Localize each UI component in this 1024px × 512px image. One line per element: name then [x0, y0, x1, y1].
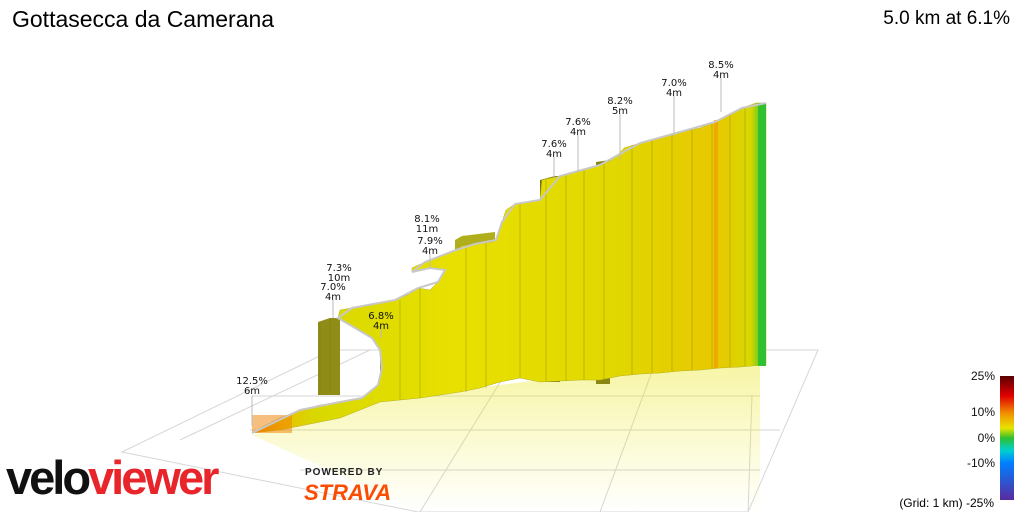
annotation-length-label: 4m	[570, 127, 586, 138]
annotation-gradient-label: 7.3%	[326, 263, 351, 274]
annotation-gradient-label: 8.1%	[414, 214, 439, 225]
color-scale-tick-label: -10%	[967, 456, 995, 470]
chart-title: Gottasecca da Camerana	[12, 6, 275, 32]
annotation-gradient-label: 12.5%	[236, 376, 268, 387]
color-scale-bar	[1000, 376, 1014, 500]
annotation-length-label: 11m	[416, 224, 438, 235]
annotation-gradient-label: 7.6%	[541, 139, 566, 150]
annotation-length-label: 4m	[422, 246, 438, 257]
grid-note: (Grid: 1 km) -25%	[899, 496, 994, 510]
annotation-gradient-label: 7.0%	[320, 282, 345, 293]
annotation-gradient-label: 8.5%	[708, 60, 733, 71]
annotation-length-label: 10m	[328, 273, 350, 284]
annotation-gradient-label: 7.6%	[565, 117, 590, 128]
steep-orange-strip	[714, 120, 718, 368]
annotation-length-label: 4m	[546, 149, 562, 160]
powered-by-label: POWERED BY	[305, 467, 384, 478]
annotation-length-label: 6m	[244, 386, 260, 397]
annotation-length-label: 5m	[612, 106, 628, 117]
profile-shading	[319, 107, 746, 400]
color-scale: 25% 10% 0% -10%	[967, 369, 1014, 500]
annotation-length-label: 4m	[325, 292, 341, 303]
road-edge	[251, 102, 767, 434]
summit-green-strip	[758, 103, 766, 366]
annotation-gradient-label: 6.8%	[368, 311, 393, 322]
color-scale-tick-label: 25%	[971, 369, 995, 383]
annotation-length-label: 4m	[713, 70, 729, 81]
strava-logo: STRAVA	[304, 480, 392, 505]
color-scale-tick-label: 10%	[971, 405, 995, 419]
grid-outline	[120, 349, 819, 512]
annotation-gradient-label: 7.9%	[417, 236, 442, 247]
annotation-layer: 12.5%6m7.0%4m7.3%10m6.8%4m7.9%4m8.1%11m7…	[236, 60, 734, 426]
annotation-gradient-label: 8.2%	[607, 96, 632, 107]
wall-section	[318, 318, 340, 395]
annotation-length-label: 4m	[373, 321, 389, 332]
annotation-length-label: 4m	[666, 88, 682, 99]
veloviewer-logo: veloviewer	[6, 451, 219, 504]
color-scale-tick-label: 0%	[978, 431, 996, 445]
chart-summary: 5.0 km at 6.1%	[883, 8, 1010, 29]
annotation-gradient-label: 7.0%	[661, 78, 686, 89]
